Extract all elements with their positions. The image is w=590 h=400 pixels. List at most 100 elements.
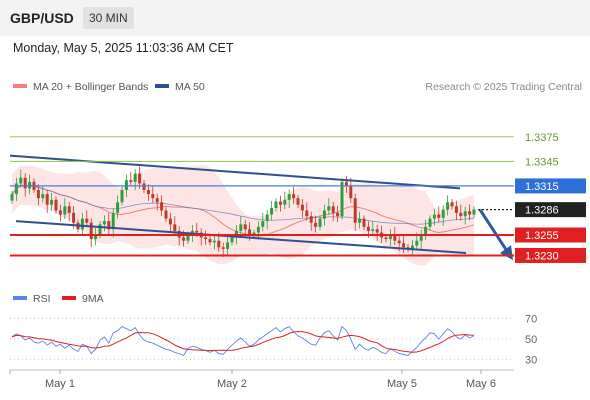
x-tick-label: May 6 [466, 378, 496, 390]
candle [336, 205, 340, 222]
candle [375, 224, 379, 241]
candle-body [446, 202, 450, 210]
candle-body [212, 240, 216, 243]
candle-body [111, 212, 115, 230]
candle [252, 229, 256, 239]
candle [151, 185, 155, 203]
credit-label: Research © 2025 Trading Central [425, 81, 582, 93]
candle-body [415, 240, 419, 246]
candle [393, 226, 397, 246]
candle-body [67, 206, 71, 213]
candle [89, 218, 93, 248]
forecast-arrow-shaft [478, 208, 509, 252]
ma50-line [11, 184, 475, 225]
candle [212, 235, 216, 250]
candle-body [472, 209, 476, 215]
candle-body [393, 235, 397, 241]
candle [454, 200, 458, 220]
level-label: 1.3315 [525, 181, 559, 193]
candle [45, 189, 49, 213]
candle-body [274, 201, 278, 208]
candle-body [270, 208, 274, 215]
candle-body [226, 242, 230, 249]
candle-body [419, 234, 423, 241]
candle-body [371, 229, 375, 231]
candle-body [239, 224, 243, 231]
candle [94, 228, 98, 245]
rsi-legend-label: RSI [33, 293, 51, 305]
candle-body [85, 218, 89, 223]
candle-body [358, 218, 362, 223]
candle [318, 215, 322, 231]
candle-body [182, 237, 186, 241]
candle-body [362, 218, 366, 227]
rsi-ma-line [11, 330, 475, 353]
candle [10, 190, 14, 204]
candle [19, 169, 23, 188]
level-label: 1.3255 [525, 230, 559, 242]
candle [305, 202, 309, 221]
level-label-bg [515, 247, 586, 263]
candle [50, 192, 54, 211]
ma20-legend-label: MA 20 + Bollinger Bands [33, 81, 148, 93]
candle-body [94, 235, 98, 240]
level-label-bg [515, 178, 586, 194]
candle-body [278, 201, 282, 205]
candle-body [72, 212, 76, 223]
candle [14, 177, 18, 202]
candle [23, 173, 27, 197]
candle [463, 206, 467, 225]
candle-body [424, 226, 428, 235]
ma20-legend-swatch [13, 84, 27, 88]
candle-body [305, 210, 309, 217]
candle-body [124, 180, 128, 190]
candle [468, 204, 472, 221]
candle-body [23, 177, 27, 189]
interval-button[interactable]: 30 MIN [83, 7, 134, 29]
candle [58, 204, 62, 222]
candle [142, 180, 146, 194]
candle-body [41, 194, 45, 199]
candle-body [54, 199, 58, 211]
candle-body [410, 245, 414, 249]
candle [111, 208, 115, 238]
candle-body [468, 211, 472, 215]
level-label: 1.3345 [525, 156, 559, 168]
candle-body [129, 180, 133, 182]
candle-body [292, 194, 296, 199]
candle [402, 236, 406, 253]
candle-body [146, 190, 150, 195]
candle-body [349, 185, 353, 199]
candle [270, 201, 274, 221]
candle-body [459, 212, 463, 217]
candle-body [89, 222, 93, 240]
candle-body [160, 202, 164, 211]
candle [309, 211, 313, 231]
candle [331, 201, 335, 222]
forecast-arrow-head [500, 245, 513, 261]
candle-body [344, 181, 348, 186]
candle-body [138, 173, 142, 184]
candle [459, 204, 463, 221]
candle [441, 205, 445, 226]
candle-body [375, 229, 379, 233]
candle [226, 235, 230, 255]
candle-body [437, 214, 441, 218]
candle-body [98, 224, 102, 235]
candle-body [243, 224, 247, 230]
candle [102, 215, 106, 232]
level-label-bg [515, 227, 586, 243]
candle-body [186, 235, 190, 241]
candle [204, 230, 208, 245]
candle-body [300, 204, 304, 211]
candle [133, 169, 137, 190]
candle-body [28, 181, 32, 189]
candle-body [208, 239, 212, 243]
candle-body [314, 222, 318, 227]
rsi-legend-swatch [13, 296, 27, 300]
candle-body [142, 183, 146, 190]
candle [388, 229, 392, 247]
candle [54, 196, 58, 214]
candle-body [454, 206, 458, 213]
datetime-label: Monday, May 5, 2025 11:03:36 AM CET [13, 41, 234, 55]
